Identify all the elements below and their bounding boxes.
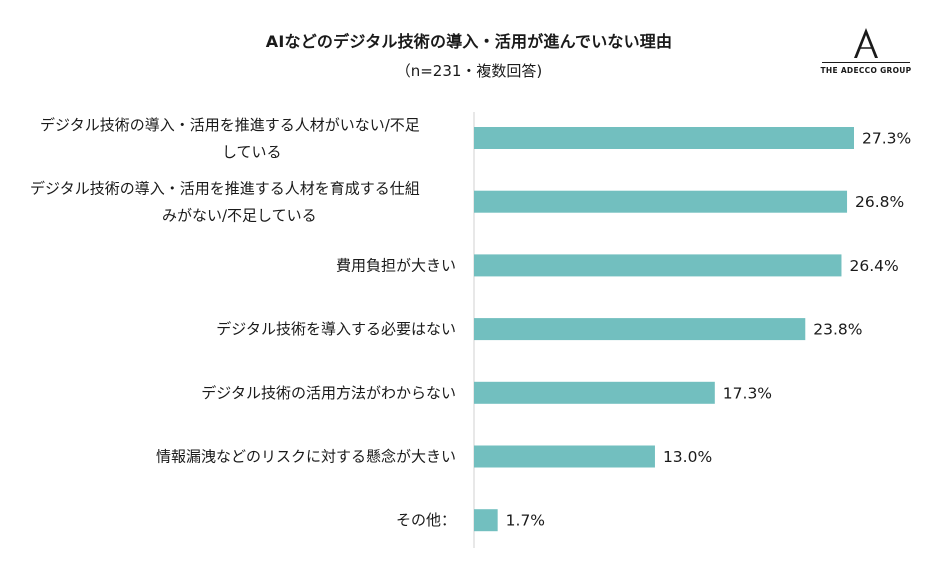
- value-label: 13.0%: [663, 448, 712, 466]
- category-label-line: 費用負担が大きい: [336, 256, 456, 274]
- category-label-line: デジタル技術の導入・活用を推進する人材を育成する仕組: [30, 180, 420, 198]
- value-label: 27.3%: [862, 130, 911, 148]
- bar: [474, 509, 498, 532]
- bar: [474, 190, 848, 213]
- category-label-line: 情報漏洩などのリスクに対する懸念が大きい: [156, 448, 456, 466]
- category-label-line: その他：: [396, 511, 456, 529]
- adecco-a-icon: [854, 28, 878, 58]
- bar: [474, 445, 655, 468]
- chart-subtitle: （n=231・複数回答): [395, 62, 543, 80]
- category-label: 費用負担が大きい: [336, 256, 456, 274]
- bar: [474, 318, 806, 341]
- category-label: デジタル技術の導入・活用を推進する人材がいない/不足している: [40, 116, 420, 161]
- category-label: 情報漏洩などのリスクに対する懸念が大きい: [156, 448, 456, 466]
- category-label-line: デジタル技術の活用方法がわからない: [201, 384, 456, 402]
- logo-text: THE ADECCO GROUP: [820, 66, 912, 75]
- value-label: 26.4%: [849, 257, 898, 275]
- category-label: その他：: [396, 511, 456, 529]
- adecco-logo: THE ADECCO GROUP: [820, 28, 912, 76]
- category-label-line: デジタル技術の導入・活用を推進する人材がいない/不足: [40, 116, 420, 134]
- logo-divider: [822, 62, 910, 63]
- chart-title: AIなどのデジタル技術の導入・活用が進んでいない理由: [265, 32, 673, 51]
- value-label: 17.3%: [723, 384, 772, 402]
- bar: [474, 381, 715, 404]
- category-label-line: デジタル技術を導入する必要はない: [216, 320, 456, 338]
- bar: [474, 127, 854, 149]
- category-label: デジタル技術の導入・活用を推進する人材を育成する仕組みがない/不足している: [30, 180, 420, 225]
- category-label-line: している: [222, 143, 282, 161]
- category-label: デジタル技術を導入する必要はない: [216, 320, 456, 338]
- value-label: 23.8%: [813, 321, 862, 339]
- category-label: デジタル技術の活用方法がわからない: [201, 384, 456, 402]
- value-label: 26.8%: [855, 193, 904, 211]
- category-label-line: みがない/不足している: [162, 207, 317, 225]
- value-label: 1.7%: [506, 512, 545, 530]
- bar: [474, 254, 842, 277]
